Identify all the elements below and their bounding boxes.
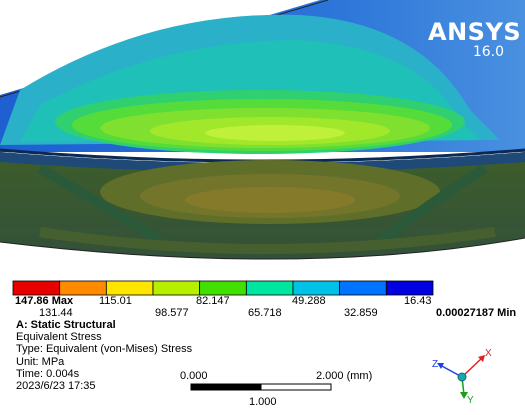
legend-upper-value-4: 16.43 bbox=[404, 295, 432, 307]
legend-lower-value-2: 98.577 bbox=[155, 307, 189, 319]
legend-upper-value-2: 82.147 bbox=[196, 295, 230, 307]
legend-swatch bbox=[292, 280, 341, 296]
result-time: Time: 0.004s bbox=[16, 367, 80, 380]
result-name: Equivalent Stress bbox=[16, 331, 102, 344]
legend-lower-value-1: 131.44 bbox=[39, 307, 73, 319]
triad-y-label: Y bbox=[467, 395, 474, 405]
axis-triad-graphic: X Y Z bbox=[432, 348, 492, 406]
ansys-logo: ANSYS 16.0 bbox=[428, 18, 522, 60]
scale-mid-label: 1.000 bbox=[249, 396, 277, 408]
legend-max-label: 147.86 Max bbox=[15, 295, 74, 307]
result-datetime: 2023/6/23 17:35 bbox=[16, 380, 96, 393]
logo-name: ANSYS bbox=[428, 18, 522, 46]
legend-upper-value-3: 49.288 bbox=[292, 295, 326, 307]
color-legend[interactable]: 147.86 Max 115.01 82.147 49.288 16.43 13… bbox=[12, 280, 516, 320]
legend-swatch bbox=[199, 280, 247, 296]
legend-swatch bbox=[12, 280, 61, 296]
triad-x-label: X bbox=[485, 348, 492, 359]
legend-upper-value-1: 115.01 bbox=[99, 295, 132, 307]
legend-lower-value-4: 32.859 bbox=[344, 307, 378, 319]
legend-min-label: 0.00027187 Min bbox=[436, 307, 517, 319]
legend-swatch bbox=[105, 280, 154, 296]
stress-contour-plot bbox=[0, 0, 525, 260]
triad-z-label: Z bbox=[432, 359, 438, 370]
result-unit: Unit: MPa bbox=[16, 355, 65, 368]
legend-swatch bbox=[59, 280, 107, 296]
legend-lower-value-3: 65.718 bbox=[248, 307, 282, 319]
legend-swatch bbox=[385, 280, 434, 296]
analysis-title: A: Static Structural bbox=[16, 319, 116, 331]
legend-swatch bbox=[152, 280, 201, 296]
axis-triad-icon[interactable]: X Y Z bbox=[428, 343, 498, 406]
result-info-panel: A: Static Structural Equivalent Stress T… bbox=[16, 319, 192, 392]
result-type: Type: Equivalent (von-Mises) Stress bbox=[16, 343, 193, 356]
logo-version: 16.0 bbox=[472, 44, 504, 60]
scale-end-label: 2.000 (mm) bbox=[316, 370, 373, 382]
legend-swatch bbox=[245, 280, 294, 296]
model-viewport[interactable]: ANSYS 16.0 bbox=[0, 0, 525, 280]
legend-swatch bbox=[339, 280, 387, 296]
legend-color-bar bbox=[12, 280, 434, 296]
